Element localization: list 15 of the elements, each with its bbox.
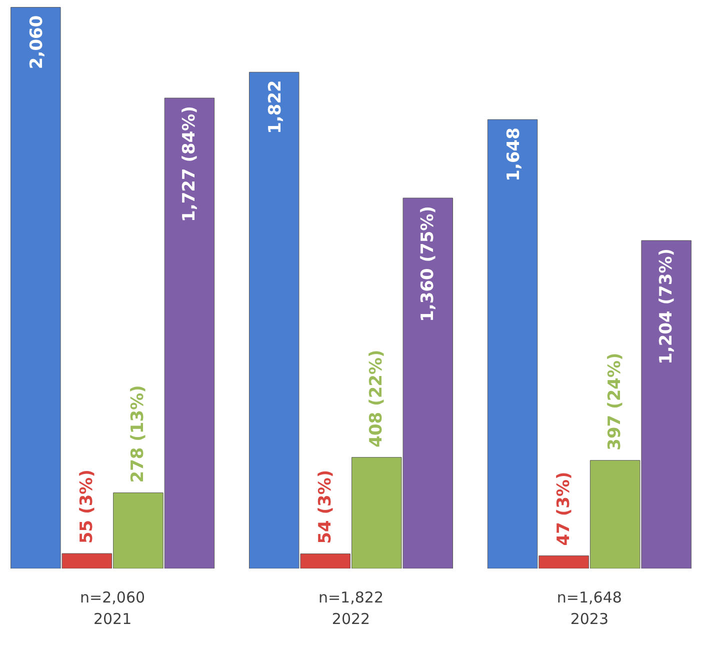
data-label: 55 (3%) xyxy=(76,470,97,544)
data-label: 2,060 xyxy=(27,15,48,70)
data-label: 397 (24%) xyxy=(605,352,626,450)
data-label: 1,204 (73%) xyxy=(656,248,676,364)
data-label: 278 (13%) xyxy=(128,385,148,483)
data-label: 47 (3%) xyxy=(554,472,574,546)
data-label: 1,648 xyxy=(504,128,524,182)
data-label: 1,822 xyxy=(266,80,286,134)
x-tick-label: n=2,060 2021 xyxy=(80,588,146,628)
data-label: 1,727 (84%) xyxy=(179,106,200,222)
data-label: 54 (3%) xyxy=(315,470,336,544)
data-label: 408 (22%) xyxy=(366,350,387,448)
x-tick-label: n=1,822 2022 xyxy=(318,588,384,628)
data-label: 1,360 (75%) xyxy=(418,206,438,322)
x-tick-label: n=1,648 2023 xyxy=(556,588,622,628)
